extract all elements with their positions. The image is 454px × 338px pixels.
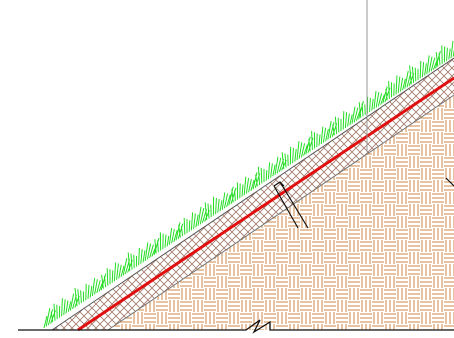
ground-line	[18, 319, 454, 334]
grass-blades	[43, 40, 454, 329]
grass	[43, 40, 454, 329]
tick	[445, 177, 454, 187]
red-line	[77, 76, 454, 332]
anchor	[273, 181, 309, 229]
layer-edge	[107, 94, 454, 331]
layer-edge	[51, 57, 454, 331]
